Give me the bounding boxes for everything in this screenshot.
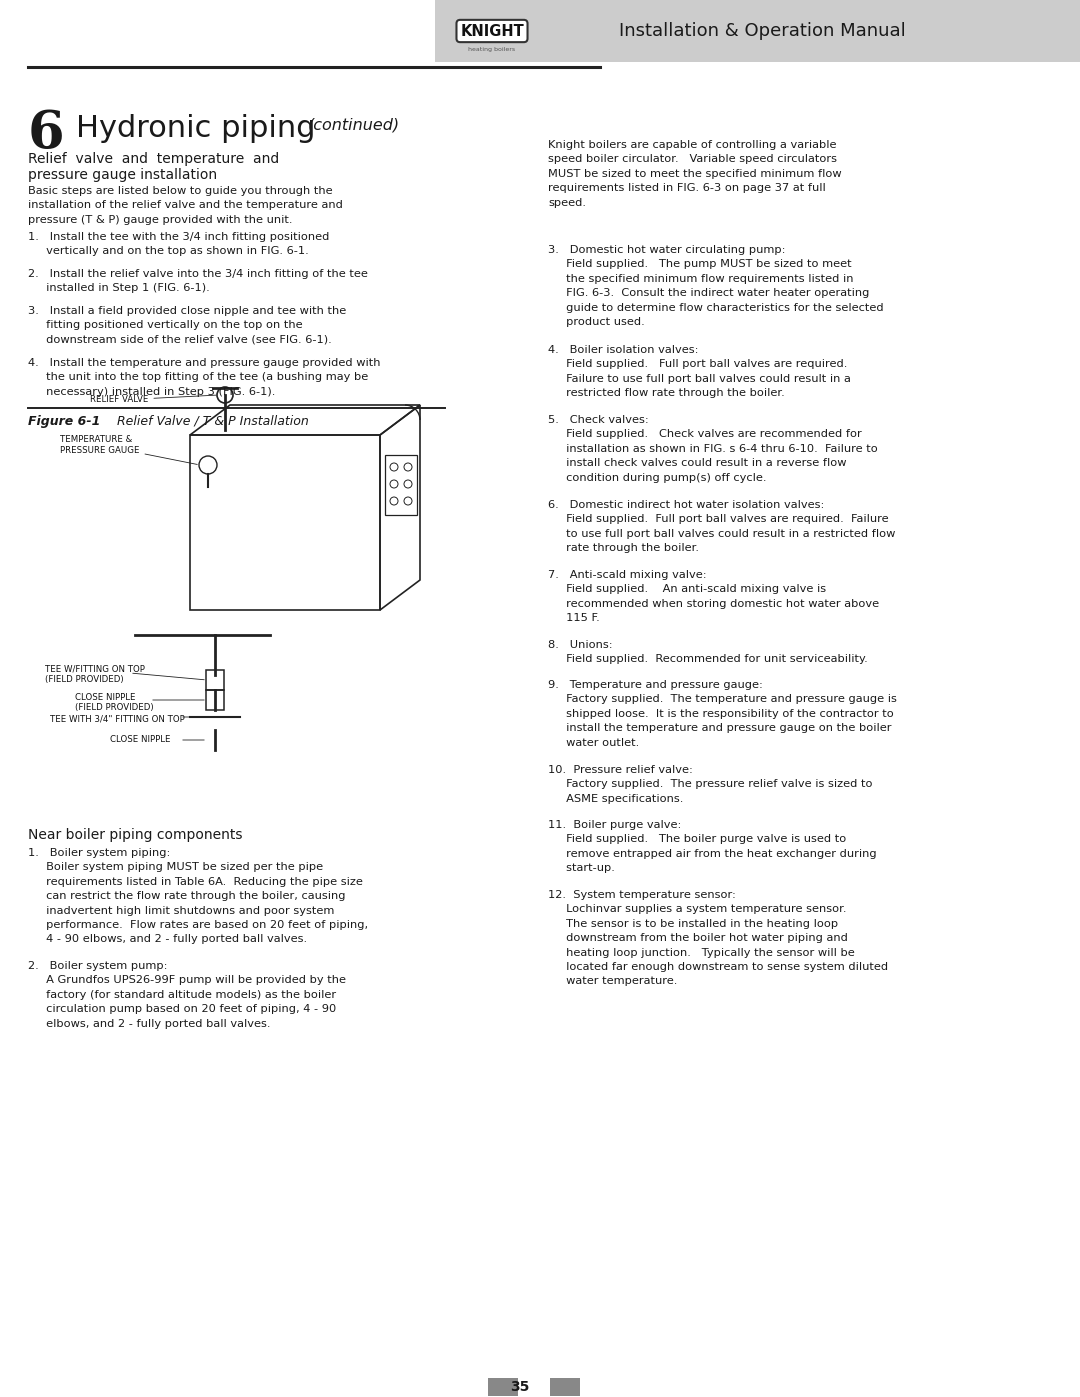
Text: pressure gauge installation: pressure gauge installation	[28, 168, 217, 182]
Text: 3.   Domestic hot water circulating pump:
     Field supplied.   The pump MUST b: 3. Domestic hot water circulating pump: …	[548, 244, 883, 327]
Text: Installation & Operation Manual: Installation & Operation Manual	[619, 22, 905, 41]
Text: Relief  valve  and  temperature  and: Relief valve and temperature and	[28, 152, 280, 166]
Text: 7.   Anti-scald mixing valve:
     Field supplied.    An anti-scald mixing valve: 7. Anti-scald mixing valve: Field suppli…	[548, 570, 879, 623]
Text: KNIGHT: KNIGHT	[460, 24, 524, 39]
Text: 10.  Pressure relief valve:
     Factory supplied.  The pressure relief valve is: 10. Pressure relief valve: Factory suppl…	[548, 766, 873, 803]
Text: 6: 6	[28, 108, 65, 159]
Text: Hydronic piping: Hydronic piping	[76, 115, 315, 142]
Text: 2.   Boiler system pump:
     A Grundfos UPS26-99F pump will be provided by the
: 2. Boiler system pump: A Grundfos UPS26-…	[28, 961, 346, 1028]
Text: Near boiler piping components: Near boiler piping components	[28, 828, 243, 842]
Text: 12.  System temperature sensor:
     Lochinvar supplies a system temperature sen: 12. System temperature sensor: Lochinvar…	[548, 890, 888, 986]
Bar	[206, 690, 224, 710]
Bar	[206, 671, 224, 690]
Text: 11.  Boiler purge valve:
     Field supplied.   The boiler purge valve is used t: 11. Boiler purge valve: Field supplied. …	[548, 820, 877, 873]
Text: TEE WITH 3/4" FITTING ON TOP: TEE WITH 3/4" FITTING ON TOP	[50, 715, 185, 724]
Text: (continued): (continued)	[308, 117, 400, 131]
Text: TEE W/FITTING ON TOP
(FIELD PROVIDED): TEE W/FITTING ON TOP (FIELD PROVIDED)	[45, 665, 145, 685]
Text: 5.   Check valves:
     Field supplied.   Check valves are recommended for
     : 5. Check valves: Field supplied. Check v…	[548, 415, 878, 482]
Text: Relief Valve / T & P Installation: Relief Valve / T & P Installation	[113, 415, 309, 427]
Text: Figure 6-1: Figure 6-1	[28, 415, 100, 427]
Text: 4.   Install the temperature and pressure gauge provided with
     the unit into: 4. Install the temperature and pressure …	[28, 358, 380, 397]
Text: 9.   Temperature and pressure gauge:
     Factory supplied.  The temperature and: 9. Temperature and pressure gauge: Facto…	[548, 680, 896, 747]
Text: 35: 35	[511, 1380, 529, 1394]
Text: 1.   Boiler system piping:
     Boiler system piping MUST be sized per the pipe
: 1. Boiler system piping: Boiler system p…	[28, 848, 368, 944]
Text: 4.   Boiler isolation valves:
     Field supplied.   Full port ball valves are r: 4. Boiler isolation valves: Field suppli…	[548, 345, 851, 398]
Text: 1.   Install the tee with the 3/4 inch fitting positioned
     vertically and on: 1. Install the tee with the 3/4 inch fit…	[28, 232, 329, 257]
Text: RELIEF VALVE: RELIEF VALVE	[90, 395, 216, 405]
Text: 6.   Domestic indirect hot water isolation valves:
     Field supplied.  Full po: 6. Domestic indirect hot water isolation…	[548, 500, 895, 553]
Bar	[550, 1377, 580, 1396]
Text: TEMPERATURE &
PRESSURE GAUGE: TEMPERATURE & PRESSURE GAUGE	[60, 436, 198, 464]
Text: 2.   Install the relief valve into the 3/4 inch fitting of the tee
     installe: 2. Install the relief valve into the 3/4…	[28, 270, 368, 293]
Text: CLOSE NIPPLE
(FIELD PROVIDED): CLOSE NIPPLE (FIELD PROVIDED)	[75, 693, 153, 712]
Bar	[435, 0, 1080, 61]
Text: CLOSE NIPPLE: CLOSE NIPPLE	[110, 735, 171, 745]
Text: heating boilers: heating boilers	[469, 46, 515, 52]
Text: Knight boilers are capable of controlling a variable
speed boiler circulator.   : Knight boilers are capable of controllin…	[548, 140, 841, 208]
Text: 3.   Install a field provided close nipple and tee with the
     fitting positio: 3. Install a field provided close nipple…	[28, 306, 347, 345]
Text: 8.   Unions:
     Field supplied.  Recommended for unit serviceability.: 8. Unions: Field supplied. Recommended f…	[548, 640, 867, 665]
Bar	[488, 1377, 518, 1396]
Text: Basic steps are listed below to guide you through the
installation of the relief: Basic steps are listed below to guide yo…	[28, 186, 342, 225]
